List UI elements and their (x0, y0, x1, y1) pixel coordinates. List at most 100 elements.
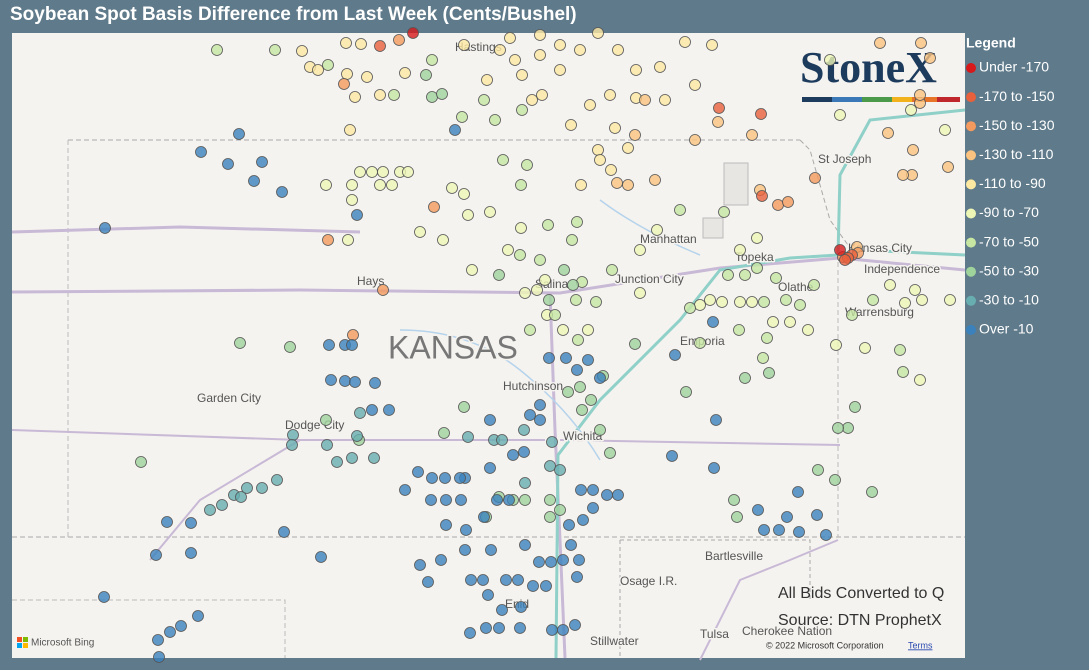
bid-dot (689, 79, 701, 91)
bid-dot (99, 222, 111, 234)
bid-dot (944, 294, 956, 306)
bid-dot (420, 69, 432, 81)
bid-dot (763, 367, 775, 379)
bid-dot (496, 604, 508, 616)
bid-dot (402, 166, 414, 178)
bid-dot (731, 511, 743, 523)
bid-dot (521, 159, 533, 171)
bid-dot (192, 610, 204, 622)
bid-dot (331, 456, 343, 468)
legend-swatch (966, 208, 976, 219)
bid-dot (679, 36, 691, 48)
bid-dot (346, 194, 358, 206)
bid-dot (414, 226, 426, 238)
bid-dot (377, 284, 389, 296)
bid-dot (502, 244, 514, 256)
bid-dot (477, 574, 489, 586)
bid-dot (458, 188, 470, 200)
bid-dot (344, 124, 356, 136)
bid-dot (734, 244, 746, 256)
bid-dot (480, 622, 492, 634)
legend-swatch (966, 63, 976, 73)
bid-dot (256, 482, 268, 494)
bid-dot (554, 64, 566, 76)
bid-dot (449, 124, 461, 136)
bid-dot (849, 401, 861, 413)
bid-dot (811, 509, 823, 521)
bid-dot (211, 44, 223, 56)
bid-dot (571, 216, 583, 228)
bid-dot (175, 620, 187, 632)
bid-dot (859, 342, 871, 354)
bid-dot (782, 196, 794, 208)
bid-dot (349, 91, 361, 103)
bid-dot (519, 494, 531, 506)
bid-dot (341, 68, 353, 80)
terms-link[interactable]: Terms (908, 640, 933, 650)
bid-dot (622, 179, 634, 191)
bid-dot (630, 64, 642, 76)
bid-dot (867, 294, 879, 306)
city-label: Junction City (615, 272, 684, 286)
bid-dot (563, 519, 575, 531)
bid-dot (587, 484, 599, 496)
bid-dot (321, 439, 333, 451)
bid-dot (604, 447, 616, 459)
bid-dot (629, 129, 641, 141)
bid-dot (534, 254, 546, 266)
city-label: Manhattan (640, 232, 697, 246)
bid-dot (592, 144, 604, 156)
bid-dot (271, 474, 283, 486)
bid-dot (659, 94, 671, 106)
bid-dot (514, 249, 526, 261)
bid-dot (557, 554, 569, 566)
bid-dot (543, 294, 555, 306)
bid-dot (531, 284, 543, 296)
bid-dot (135, 456, 147, 468)
bid-dot (296, 45, 308, 57)
bid-dot (739, 372, 751, 384)
bid-dot (504, 32, 516, 44)
bid-dot (497, 154, 509, 166)
bid-dot (694, 299, 706, 311)
bid-dot (338, 78, 350, 90)
legend-title: Legend (966, 35, 1016, 51)
copyright: © 2022 Microsoft Corporation (766, 640, 884, 650)
bid-dot (527, 580, 539, 592)
bid-dot (830, 339, 842, 351)
bid-dot (374, 40, 386, 52)
bid-dot (425, 494, 437, 506)
bid-dot (590, 296, 602, 308)
bid-dot (573, 554, 585, 566)
legend-label: -110 to -90 (979, 175, 1046, 191)
bid-dot (594, 424, 606, 436)
bid-dot (733, 324, 745, 336)
city-label: Osage I.R. (620, 574, 677, 588)
bid-dot (514, 622, 526, 634)
bid-dot (557, 624, 569, 636)
bid-dot (349, 376, 361, 388)
bid-dot (684, 302, 696, 314)
bid-dot (278, 526, 290, 538)
bid-dot (812, 464, 824, 476)
bid-dot (572, 334, 584, 346)
bid-dot (222, 158, 234, 170)
bid-dot (436, 88, 448, 100)
bid-dot (478, 511, 490, 523)
bid-dot (546, 624, 558, 636)
bid-dot (773, 524, 785, 536)
bid-dot (342, 234, 354, 246)
bid-dot (694, 337, 706, 349)
bid-dot (674, 204, 686, 216)
bid-dot (716, 296, 728, 308)
bid-dot (399, 484, 411, 496)
bid-dot (708, 462, 720, 474)
legend-label: -50 to -30 (979, 262, 1039, 278)
bid-dot (544, 511, 556, 523)
legend-swatch (966, 92, 976, 103)
bid-dot (377, 166, 389, 178)
bid-dot (780, 294, 792, 306)
bid-dot (407, 27, 419, 39)
legend-label: -170 to -150 (979, 88, 1055, 104)
